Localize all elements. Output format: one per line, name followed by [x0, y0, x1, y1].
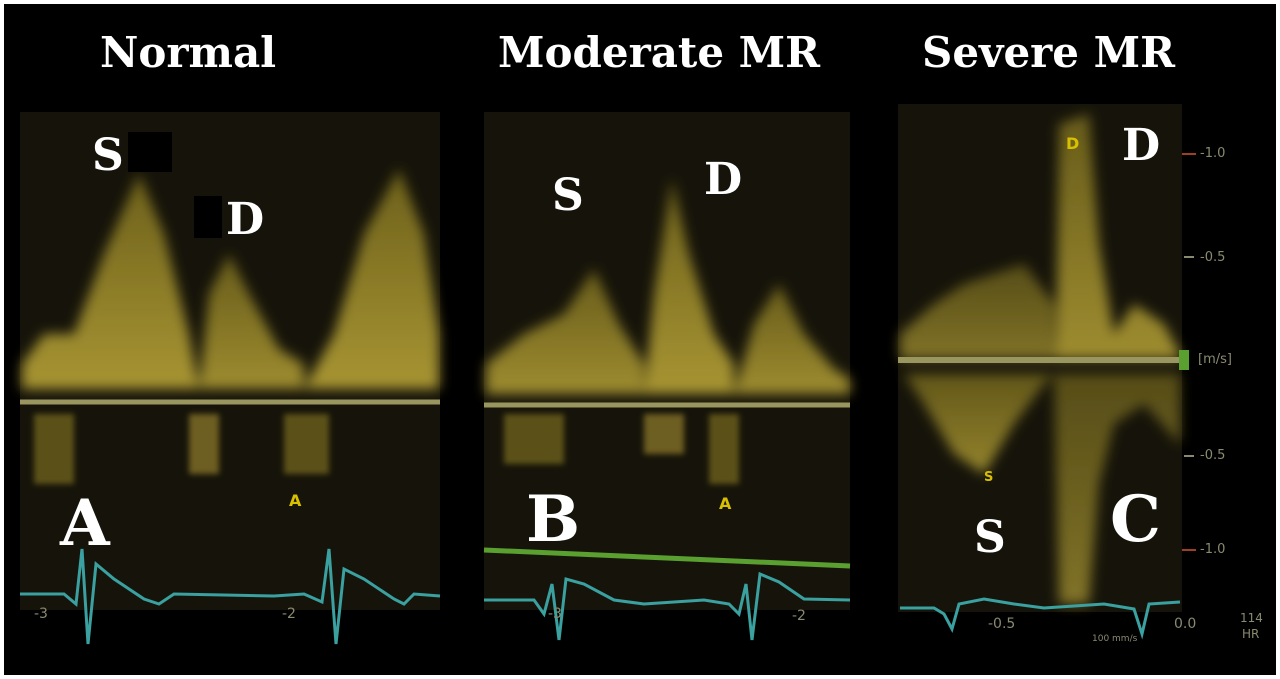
- panel-c-waveforms: [900, 114, 1180, 604]
- panel-c-small-d-label: D: [1066, 134, 1080, 153]
- panel-b-waveforms: [486, 179, 850, 394]
- panel-c-ecg: [900, 597, 1181, 640]
- panel-a-s-label: S: [92, 130, 124, 181]
- doppler-graphics: [20, 104, 1196, 645]
- panel-b-a-wave-label: A: [719, 494, 732, 513]
- panel-b-green-line: [483, 547, 851, 569]
- scale-tick-1: -1.0: [1200, 146, 1226, 161]
- panel-b-ecg: [484, 571, 851, 641]
- heart-rate-value: 114: [1240, 611, 1263, 625]
- panel-a-ecg-tick-2: -2: [282, 606, 296, 622]
- scale-tick-4: -1.0: [1200, 542, 1226, 557]
- panel-c-d-label: D: [1122, 120, 1161, 171]
- scale-tick-3: -0.5: [1200, 448, 1226, 463]
- panel-a-title: Normal: [100, 28, 277, 77]
- panel-c-s-label: S: [974, 512, 1006, 563]
- panel-c-velocity-marker: [1179, 350, 1189, 370]
- panel-b-s-label: S: [552, 170, 584, 221]
- scale-unit: [m/s]: [1198, 352, 1232, 367]
- label-mask: [194, 196, 222, 238]
- doppler-figure: Normal Moderate MR Severe MR S D A A -3 …: [4, 4, 1276, 675]
- panel-a-a-wave-label: A: [289, 491, 302, 510]
- panel-a-ecg: [20, 548, 441, 645]
- panel-c-ecg-tick-1: -0.5: [988, 616, 1016, 632]
- panel-c-scale-ticks: [1182, 153, 1196, 551]
- panel-c-ecg-tick-2: 0.0: [1174, 616, 1197, 632]
- panel-a-waveforms: [22, 169, 439, 389]
- label-mask: [128, 132, 172, 172]
- heart-rate-unit: HR: [1242, 627, 1260, 641]
- panel-c-letter: C: [1110, 482, 1161, 557]
- panel-a-d-label: D: [226, 194, 265, 245]
- panel-a-ecg-tick-1: -3: [34, 606, 48, 622]
- panel-b-title: Moderate MR: [498, 28, 821, 77]
- panel-c-title: Severe MR: [922, 28, 1176, 77]
- panel-a-letter: A: [60, 486, 110, 561]
- panel-b-letter: B: [526, 482, 581, 557]
- panel-b-ecg-tick-1: -3: [548, 606, 562, 622]
- panel-b-ecg-tick-2: -2: [792, 608, 806, 624]
- panel-a-reverse: [34, 414, 329, 484]
- scale-tick-2: -0.5: [1200, 250, 1226, 265]
- sweep-speed-label: 100 mm/s: [1092, 634, 1138, 644]
- panel-c-small-s-label: S: [984, 470, 994, 485]
- panel-b-reverse: [504, 414, 739, 484]
- panel-b-d-label: D: [704, 154, 743, 205]
